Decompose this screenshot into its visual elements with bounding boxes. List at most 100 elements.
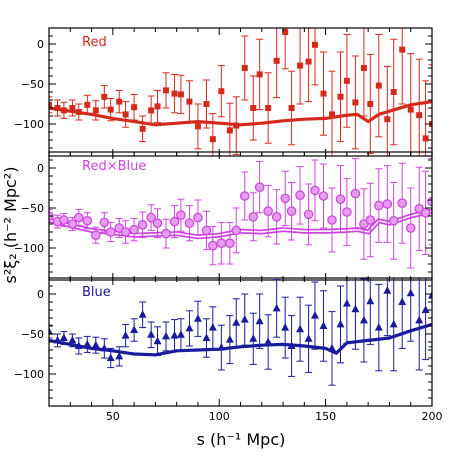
- marker-triangle: [240, 315, 249, 323]
- marker-triangle: [398, 297, 407, 305]
- marker-triangle: [208, 323, 217, 331]
- data-point-blue-45: [398, 278, 407, 349]
- data-point-red-blue-15: [161, 218, 171, 249]
- data-point-red-blue-12: [137, 211, 148, 239]
- data-point-red-0: [49, 96, 53, 114]
- marker-circle: [382, 199, 393, 209]
- data-point-red-9: [115, 89, 123, 114]
- marker-triangle: [59, 333, 68, 341]
- data-point-red-blue-30: [280, 170, 290, 227]
- data-point-red-23: [226, 102, 234, 156]
- marker-triangle: [83, 339, 92, 348]
- marker-square: [288, 105, 295, 111]
- data-point-red-44: [390, 38, 398, 146]
- data-point-blue-4: [74, 337, 83, 355]
- data-point-red-blue-45: [397, 162, 408, 244]
- marker-square: [116, 98, 123, 105]
- data-point-red-blue-47: [414, 166, 425, 251]
- marker-square: [375, 82, 382, 89]
- data-point-red-blue-8: [105, 221, 116, 243]
- marker-triangle: [359, 315, 368, 324]
- data-point-red-blue-42: [374, 168, 384, 243]
- data-point-red-blue-29: [271, 189, 282, 245]
- data-point-red-blue-43: [382, 165, 393, 243]
- data-point-red-28: [264, 72, 272, 144]
- data-point-red-19: [194, 103, 202, 150]
- marker-circle: [120, 227, 131, 237]
- marker-triangle: [170, 331, 179, 339]
- marker-circle: [365, 215, 376, 225]
- data-point-blue-1: [53, 333, 62, 348]
- data-point-red-blue-39: [350, 157, 361, 230]
- data-point-red-27: [256, 38, 264, 111]
- marker-circle: [374, 200, 384, 211]
- marker-triangle: [202, 333, 211, 341]
- marker-square: [297, 62, 304, 69]
- data-point-blue-18: [185, 310, 194, 347]
- y-tick-label: −100: [14, 368, 44, 381]
- data-point-blue-42: [374, 283, 383, 372]
- data-point-red-blue-36: [327, 187, 337, 253]
- y-tick-label: −50: [21, 202, 44, 215]
- data-point-red-blue-16: [169, 205, 180, 239]
- data-point-red-blue-38: [342, 177, 352, 247]
- marker-circle: [335, 194, 346, 204]
- marker-circle: [248, 212, 259, 222]
- data-point-red-25: [241, 35, 249, 101]
- marker-triangle: [106, 353, 115, 361]
- data-point-blue-34: [310, 281, 319, 350]
- marker-square: [163, 87, 170, 94]
- data-point-red-43: [383, 65, 391, 156]
- data-point-red-blue-2: [59, 213, 69, 227]
- data-point-red-38: [343, 33, 351, 128]
- data-point-red-6: [92, 100, 100, 121]
- data-point-red-47: [415, 58, 423, 156]
- data-point-blue-24: [232, 298, 241, 348]
- marker-triangle: [74, 341, 83, 349]
- marker-square: [171, 90, 178, 97]
- model-curve: [49, 322, 432, 357]
- data-point-blue-30: [281, 296, 290, 359]
- marker-square: [218, 88, 225, 95]
- data-point-red-16: [171, 73, 179, 114]
- data-point-blue-44: [389, 278, 398, 372]
- data-point-blue-0: [49, 324, 53, 339]
- marker-square: [226, 127, 233, 134]
- marker-square: [154, 103, 161, 110]
- data-point-red-17: [177, 74, 185, 115]
- marker-triangle: [176, 330, 185, 338]
- marker-square: [337, 93, 344, 100]
- data-point-red-blue-22: [216, 221, 227, 265]
- data-point-red-45: [398, 28, 406, 105]
- data-point-red-12: [139, 115, 147, 143]
- marker-circle: [208, 240, 218, 251]
- marker-square: [122, 111, 129, 118]
- x-tick-label: 150: [315, 410, 336, 423]
- data-point-red-3: [68, 99, 76, 117]
- data-point-red-blue-7: [99, 212, 110, 233]
- data-point-blue-21: [208, 306, 217, 349]
- y-tick-label: −100: [14, 118, 44, 131]
- data-point-red-blue-44: [388, 181, 399, 260]
- data-point-red-20: [202, 79, 210, 129]
- data-point-red-blue-37: [335, 165, 346, 234]
- marker-triangle: [121, 331, 130, 339]
- data-point-red-blue-3: [67, 217, 78, 231]
- marker-circle: [405, 223, 416, 233]
- marker-circle: [91, 230, 101, 240]
- marker-triangle: [383, 286, 392, 294]
- marker-circle: [176, 210, 186, 220]
- data-point-red-blue-18: [184, 205, 195, 242]
- data-point-blue-22: [217, 324, 226, 371]
- y-tick-label: −50: [21, 78, 44, 91]
- marker-square: [131, 104, 138, 111]
- marker-triangle: [232, 318, 241, 326]
- marker-square: [233, 122, 240, 129]
- data-point-red-24: [232, 96, 240, 155]
- marker-circle: [303, 209, 314, 220]
- marker-triangle: [91, 340, 100, 349]
- data-point-blue-20: [202, 318, 211, 358]
- marker-circle: [397, 198, 408, 208]
- x-axis-title: s (h⁻¹ Mpc): [197, 430, 286, 449]
- marker-triangle: [319, 321, 328, 329]
